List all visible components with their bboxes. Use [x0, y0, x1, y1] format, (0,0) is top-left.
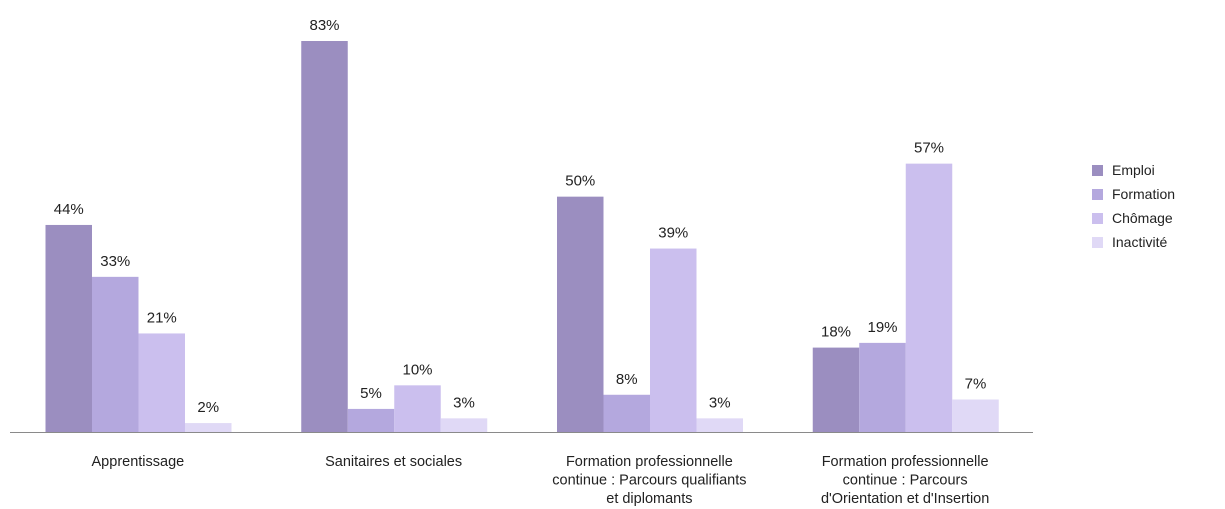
legend-label-chomage: Chômage — [1112, 210, 1173, 226]
bar-inactivite-3 — [696, 418, 743, 433]
data-label-formation-3: 8% — [616, 371, 638, 388]
data-label-formation-2: 5% — [360, 385, 382, 402]
legend-label-emploi: Emploi — [1112, 162, 1155, 178]
bar-chomage-2 — [394, 385, 441, 433]
legend-item-emploi: Emploi — [1092, 158, 1175, 182]
bar-chomage-1 — [138, 333, 185, 433]
data-label-inactivite-1: 2% — [197, 399, 219, 416]
x-tick-label-3: Formation professionnelle continue : Parc… — [552, 454, 746, 507]
data-label-chomage-4: 57% — [914, 140, 944, 157]
data-label-chomage-1: 21% — [147, 309, 177, 326]
data-label-emploi-3: 50% — [565, 173, 595, 190]
legend-label-inactivite: Inactivité — [1112, 234, 1168, 250]
x-tick-label-1: Apprentissage — [92, 454, 185, 470]
bar-inactivite-2 — [440, 418, 488, 433]
bar-emploi-4 — [812, 347, 860, 433]
data-label-emploi-4: 18% — [821, 324, 851, 341]
bar-emploi-3 — [557, 196, 604, 433]
data-label-inactivite-4: 7% — [965, 375, 987, 392]
x-tick-label-4: Formation professionnelle continue : Parc… — [821, 454, 989, 507]
bar-formation-4 — [859, 342, 906, 433]
data-label-chomage-2: 10% — [402, 361, 432, 378]
bar-inactivite-4 — [952, 399, 999, 433]
legend: Emploi Formation Chômage Inactivité — [1092, 158, 1175, 254]
data-label-emploi-2: 83% — [309, 17, 339, 34]
legend-swatch-inactivite — [1092, 236, 1103, 248]
data-label-formation-1: 33% — [100, 253, 130, 270]
bar-chomage-4 — [905, 163, 953, 433]
bar-chomage-3 — [650, 248, 697, 433]
bar-emploi-1 — [45, 224, 92, 433]
x-tick-label-2: Sanitaires et sociales — [325, 454, 462, 470]
legend-swatch-chomage — [1092, 212, 1103, 224]
data-label-formation-4: 19% — [867, 319, 897, 336]
bar-emploi-2 — [301, 41, 348, 433]
bar-inactivite-1 — [185, 423, 232, 433]
legend-swatch-formation — [1092, 188, 1103, 200]
legend-item-inactivite: Inactivité — [1092, 230, 1175, 254]
bar-formation-2 — [347, 408, 395, 433]
bar-formation-3 — [603, 394, 650, 433]
legend-swatch-emploi — [1092, 164, 1103, 176]
bar-formation-1 — [92, 276, 139, 433]
data-label-emploi-1: 44% — [54, 201, 84, 218]
legend-label-formation: Formation — [1112, 186, 1176, 202]
data-label-chomage-3: 39% — [658, 225, 688, 242]
legend-item-formation: Formation — [1092, 182, 1175, 206]
data-label-inactivite-2: 3% — [453, 394, 475, 411]
legend-item-chomage: Chômage — [1092, 206, 1175, 230]
data-label-inactivite-3: 3% — [709, 394, 731, 411]
